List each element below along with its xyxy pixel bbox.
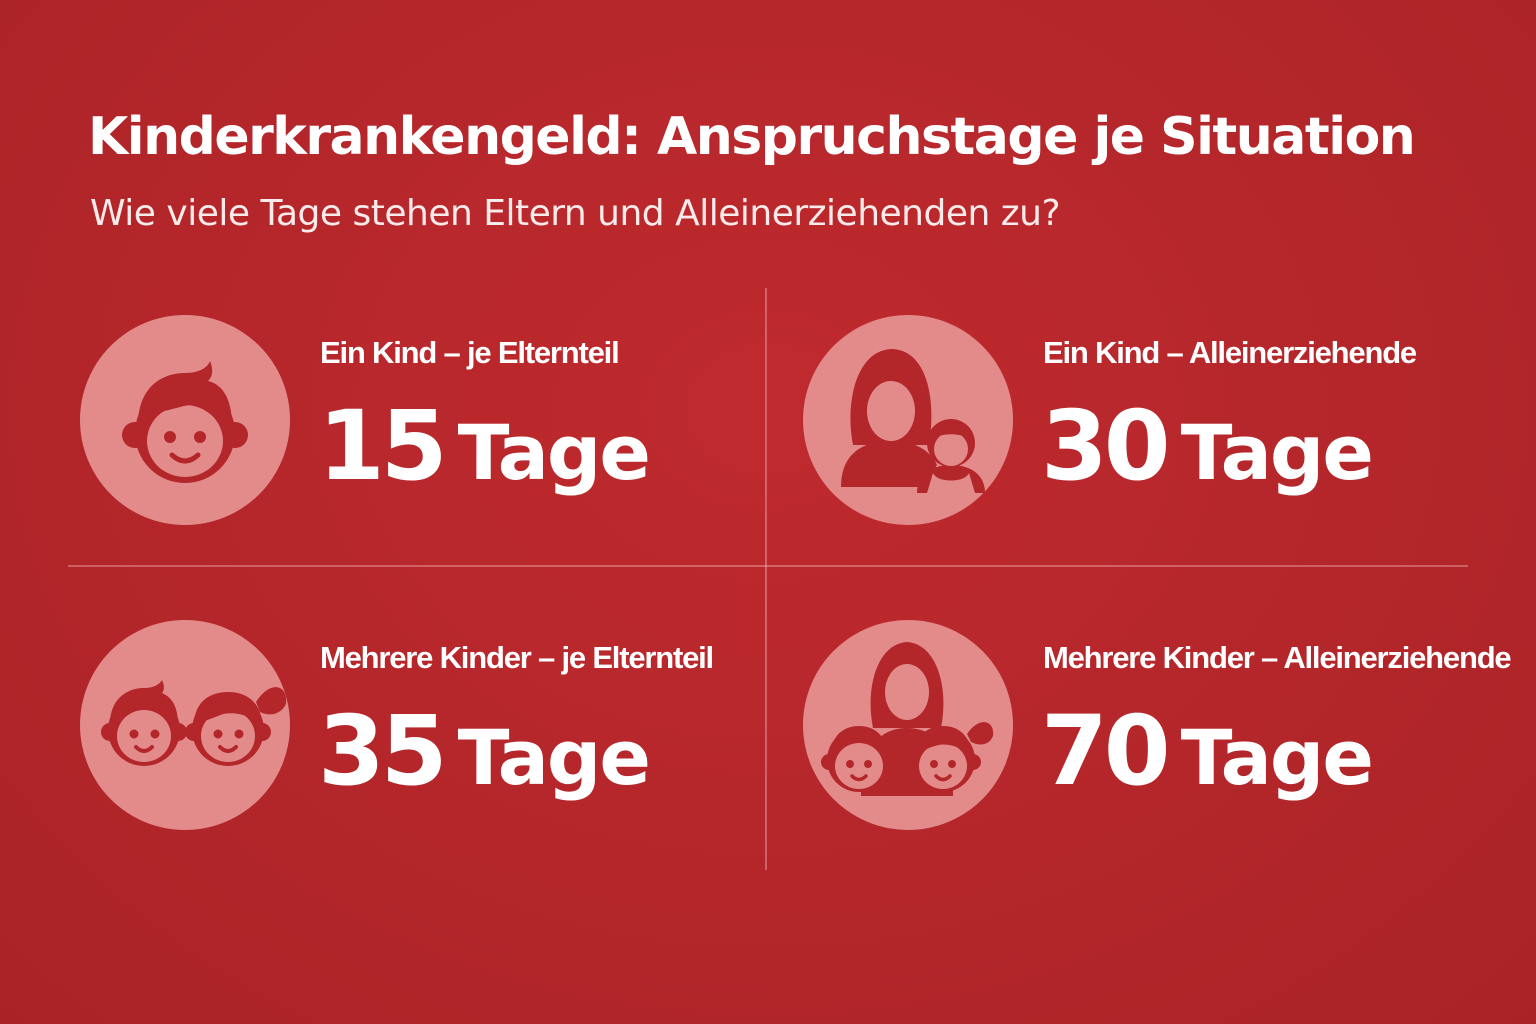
card-unit: Tage <box>457 713 651 802</box>
single-parent-with-child-icon <box>841 349 985 493</box>
card-multiple-children-per-parent: Mehrere Kinder – je Elternteil 35 Tage <box>80 620 780 850</box>
page-subtitle: Wie viele Tage stehen Eltern und Alleine… <box>90 193 1061 234</box>
two-children-icon <box>101 680 287 766</box>
page-title: Kinderkrankengeld: Anspruchstage je Situ… <box>88 107 1416 167</box>
card-unit: Tage <box>1180 408 1374 497</box>
card-value: 15 Tage <box>318 390 651 529</box>
child-face-icon <box>122 361 248 483</box>
icon-circle <box>803 620 1013 830</box>
icon-circle <box>80 620 290 830</box>
vertical-divider <box>765 288 767 870</box>
card-label: Mehrere Kinder – Alleinerziehende <box>1043 640 1512 675</box>
card-unit: Tage <box>1180 713 1374 802</box>
card-number: 30 <box>1041 390 1171 502</box>
card-unit: Tage <box>457 408 651 497</box>
card-number: 35 <box>318 695 448 807</box>
icon-circle <box>803 315 1013 525</box>
card-label: Ein Kind – Alleinerziehende <box>1043 335 1417 370</box>
card-multiple-children-single-parent: Mehrere Kinder – Alleinerziehende 70 Tage <box>803 620 1512 850</box>
card-one-child-per-parent: Ein Kind – je Elternteil 15 Tage <box>80 315 780 545</box>
card-value: 70 Tage <box>1041 695 1374 834</box>
card-one-child-single-parent: Ein Kind – Alleinerziehende 30 Tage <box>803 315 1503 545</box>
horizontal-divider <box>68 565 1468 567</box>
card-label: Mehrere Kinder – je Elternteil <box>320 640 714 675</box>
card-number: 15 <box>318 390 448 502</box>
single-parent-with-two-children-icon <box>821 642 994 796</box>
card-label: Ein Kind – je Elternteil <box>320 335 620 370</box>
icon-circle <box>80 315 290 525</box>
card-value: 30 Tage <box>1041 390 1374 529</box>
card-number: 70 <box>1041 695 1171 807</box>
card-value: 35 Tage <box>318 695 651 834</box>
